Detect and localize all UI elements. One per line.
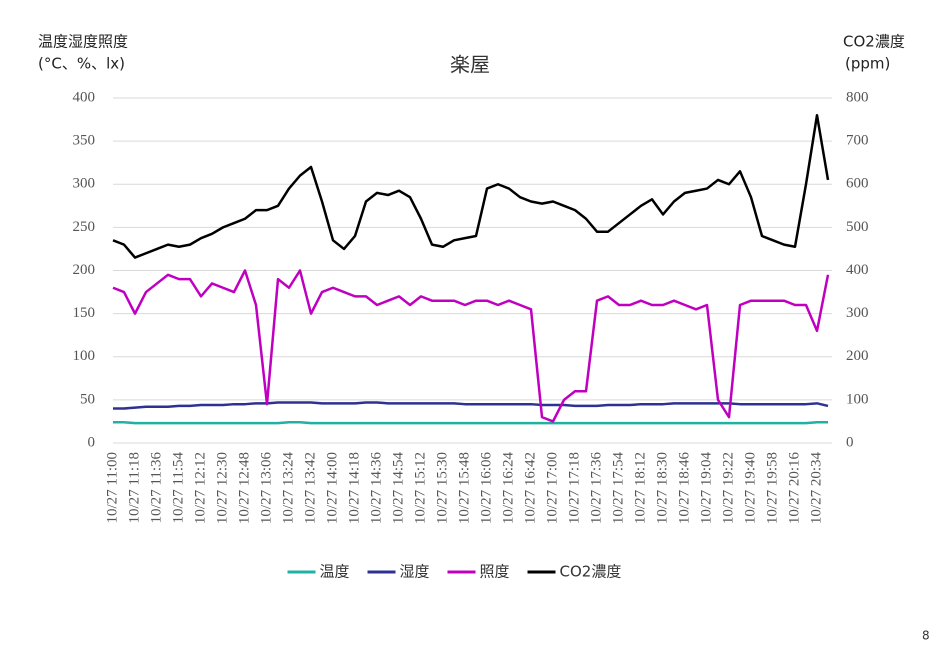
x-tick-label: 10/27 12:48 — [236, 452, 252, 524]
y-tick-label: 250 — [73, 219, 96, 235]
x-tick-label: 10/27 15:30 — [434, 452, 450, 524]
x-tick-label: 10/27 20:16 — [786, 452, 802, 525]
x-tick-label: 10/27 19:22 — [720, 452, 736, 524]
x-tick-label: 10/27 11:18 — [126, 452, 142, 524]
series-line — [112, 114, 830, 259]
y2-tick-label: 700 — [846, 133, 869, 149]
x-tick-label: 10/27 14:54 — [390, 452, 406, 525]
x-tick-label: 10/27 14:00 — [324, 452, 340, 524]
series-line — [113, 421, 828, 425]
y-tick-label: 0 — [88, 434, 96, 450]
series-line — [112, 269, 830, 423]
chart-title: 楽屋 — [450, 53, 490, 77]
y-tick-label: 400 — [73, 89, 96, 105]
page-number: 8 — [922, 629, 930, 643]
x-tick-label: 10/27 11:36 — [148, 452, 164, 524]
y2-axis-title: CO2濃度 — [843, 33, 905, 51]
y-tick-label: 350 — [73, 133, 96, 149]
legend-label: 照度 — [480, 563, 510, 581]
y2-tick-label: 800 — [846, 89, 869, 105]
x-tick-label: 10/27 11:00 — [104, 452, 120, 524]
x-tick-label: 10/27 19:40 — [742, 452, 758, 524]
y2-axis-title: (ppm) — [845, 55, 890, 73]
y2-tick-label: 400 — [846, 262, 869, 278]
x-tick-label: 10/27 17:36 — [588, 452, 604, 525]
legend-label: 湿度 — [400, 563, 430, 581]
x-tick-label: 10/27 19:04 — [698, 452, 714, 525]
x-tick-label: 10/27 16:06 — [478, 452, 494, 525]
legend-label: 温度 — [320, 563, 350, 581]
y-tick-label: 50 — [80, 391, 95, 407]
x-tick-label: 10/27 14:18 — [346, 452, 362, 524]
x-tick-label: 10/27 14:36 — [368, 452, 384, 525]
y2-tick-label: 100 — [846, 391, 869, 407]
y-tick-label: 100 — [73, 348, 96, 364]
x-tick-label: 10/27 13:42 — [302, 452, 318, 524]
x-tick-label: 10/27 19:58 — [764, 452, 780, 524]
x-tick-label: 10/27 20:34 — [808, 452, 824, 525]
y2-tick-label: 200 — [846, 348, 869, 364]
y-tick-label: 200 — [73, 262, 96, 278]
x-tick-label: 10/27 17:54 — [610, 452, 626, 525]
x-tick-label: 10/27 13:06 — [258, 452, 274, 525]
x-tick-label: 10/27 16:42 — [522, 452, 538, 524]
y2-tick-label: 600 — [846, 176, 869, 192]
y2-tick-label: 0 — [846, 434, 854, 450]
series-line — [113, 401, 829, 410]
y2-tick-label: 500 — [846, 219, 869, 235]
x-tick-label: 10/27 18:46 — [676, 452, 692, 525]
x-tick-label: 10/27 12:12 — [192, 452, 208, 524]
x-tick-label: 10/27 12:30 — [214, 452, 230, 524]
x-tick-label: 10/27 15:12 — [412, 452, 428, 524]
y-tick-label: 150 — [73, 305, 96, 321]
y-axis-title: 温度湿度照度 — [38, 33, 128, 51]
x-tick-label: 10/27 11:54 — [170, 452, 186, 524]
x-tick-label: 10/27 15:48 — [456, 452, 472, 524]
y-tick-label: 300 — [73, 176, 96, 192]
y-axis-title: (°C、%、lx) — [38, 55, 125, 73]
x-tick-label: 10/27 18:12 — [632, 452, 648, 524]
x-tick-label: 10/27 17:00 — [544, 452, 560, 524]
y2-tick-label: 300 — [846, 305, 869, 321]
x-tick-label: 10/27 17:18 — [566, 452, 582, 524]
x-tick-label: 10/27 18:30 — [654, 452, 670, 524]
legend-label: CO2濃度 — [560, 563, 622, 581]
x-tick-label: 10/27 13:24 — [280, 452, 296, 525]
x-tick-label: 10/27 16:24 — [500, 452, 516, 525]
